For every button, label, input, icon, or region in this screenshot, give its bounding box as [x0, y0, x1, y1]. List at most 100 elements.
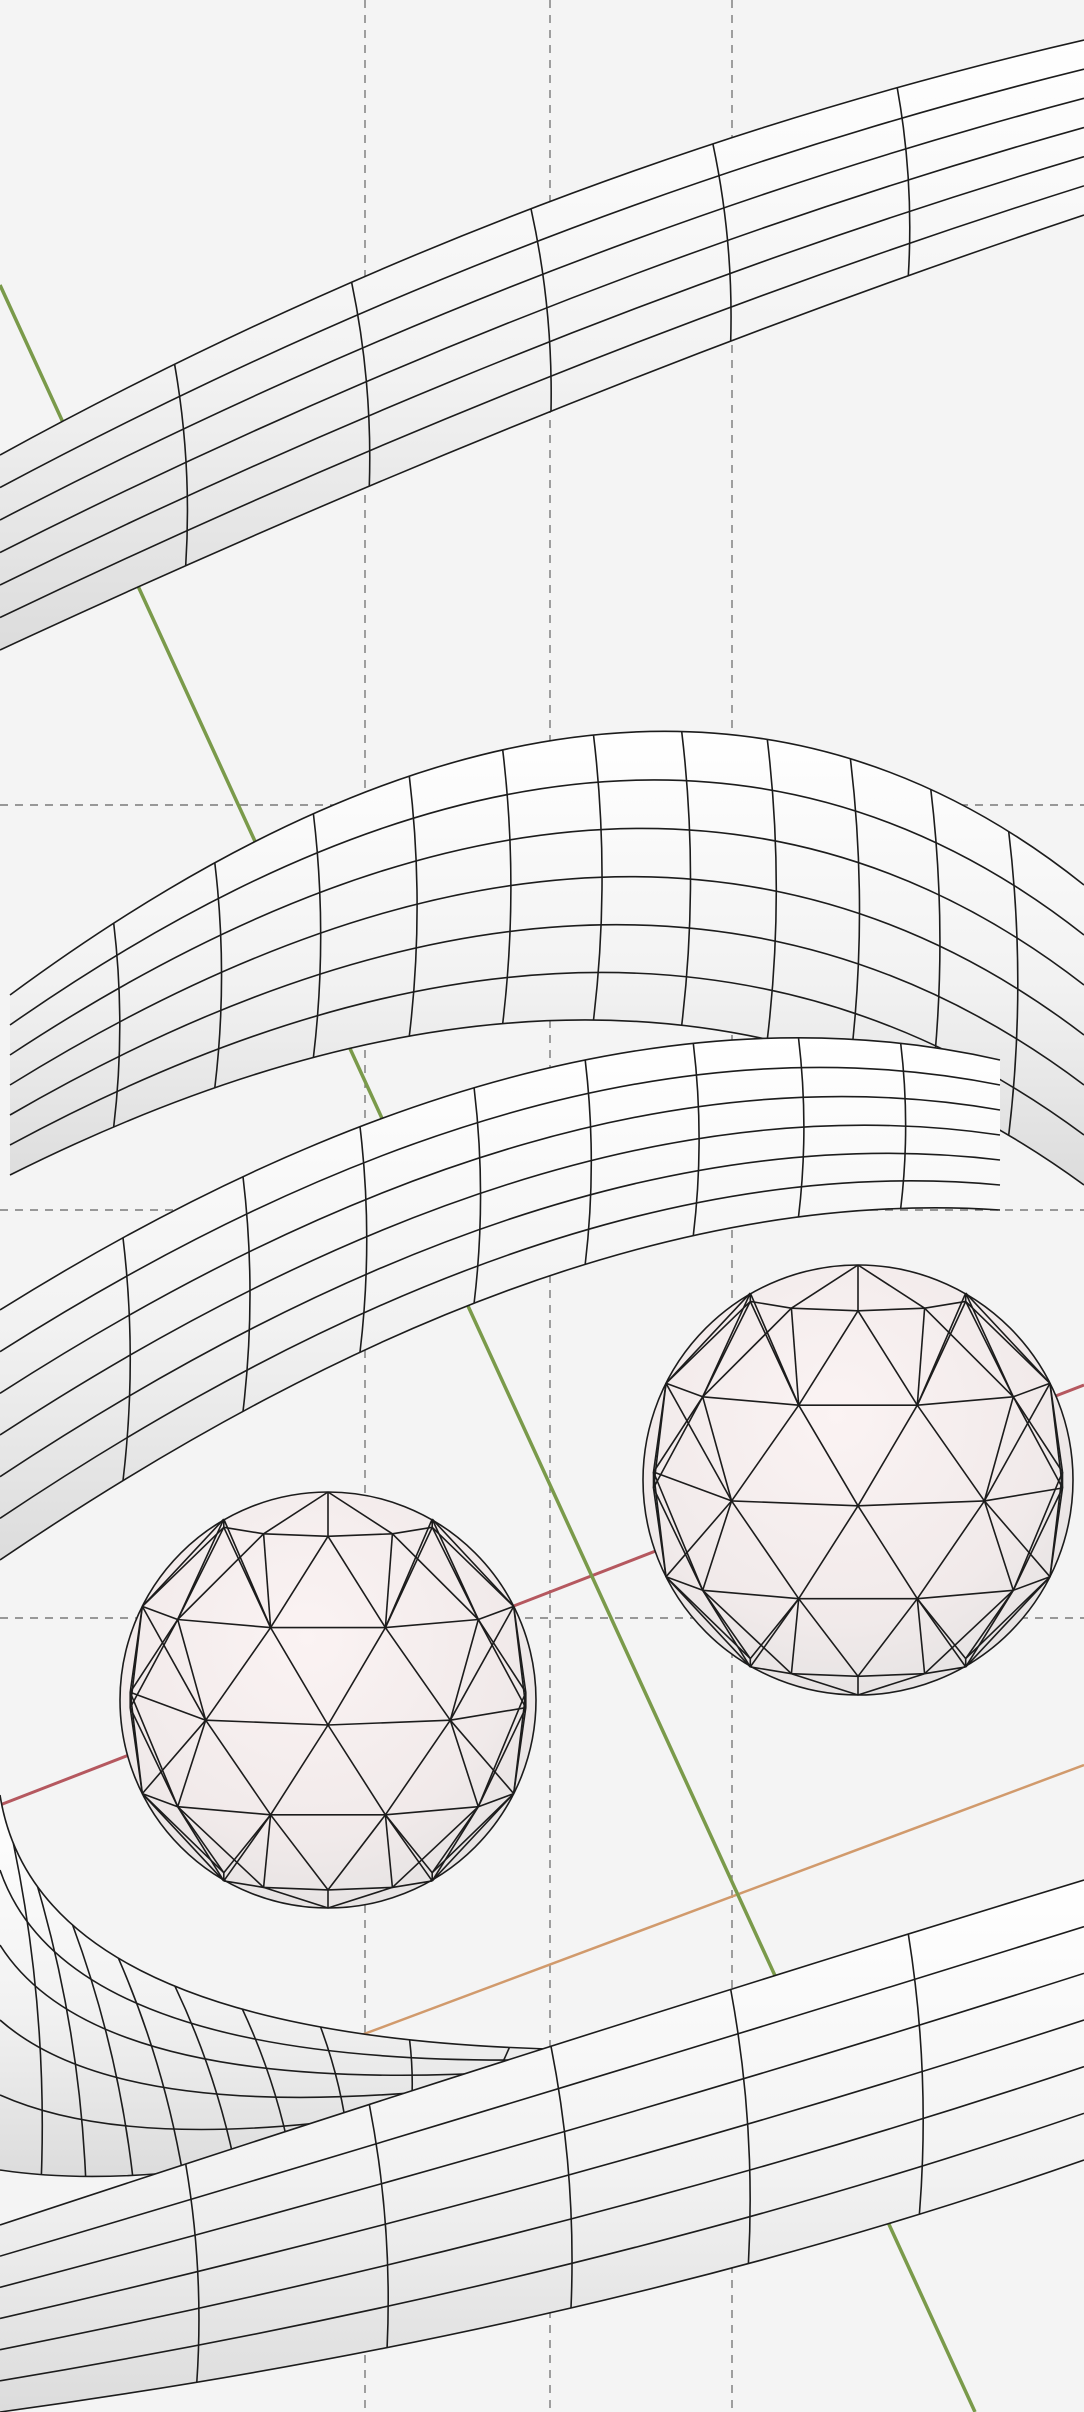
sphere-edge — [129, 1619, 179, 1693]
tube-ring — [173, 364, 189, 566]
sphere-edge — [965, 1576, 1051, 1668]
sphere-edge — [327, 1719, 451, 1726]
sphere-edge — [129, 1692, 144, 1794]
sphere-edge — [701, 1396, 733, 1502]
sphere-edge — [798, 1310, 859, 1406]
sphere-edge — [327, 1627, 387, 1726]
tube-edge-loop — [0, 97, 1084, 521]
tube-ring — [592, 734, 603, 1021]
sphere-edge — [749, 1598, 800, 1660]
sphere-edge — [384, 1518, 433, 1628]
sphere-edge — [652, 1383, 667, 1473]
sphere-edge — [916, 1598, 967, 1668]
sphere-edge — [798, 1505, 859, 1600]
tube-edge-loop — [0, 39, 1084, 456]
sphere-edge — [327, 1886, 393, 1909]
sphere-edge — [431, 1518, 480, 1620]
tube-ring — [359, 1126, 368, 1353]
sphere-edge — [702, 1589, 799, 1600]
tube-ring — [680, 731, 692, 1026]
sphere-edge — [916, 1598, 967, 1660]
sphere-edge — [449, 1719, 515, 1795]
sphere-edge — [512, 1692, 527, 1794]
tube-ring — [899, 1043, 907, 1209]
sphere-edge — [1049, 1471, 1064, 1577]
sphere-edge — [749, 1301, 800, 1406]
sphere-edge — [205, 1719, 272, 1816]
sphere-edge — [477, 1707, 527, 1808]
sphere-edge — [652, 1487, 704, 1591]
sphere-edge — [141, 1518, 225, 1607]
sphere-edge — [750, 1666, 792, 1675]
sphere-edge — [512, 1606, 527, 1693]
icosphere-right[interactable] — [642, 1264, 1074, 1696]
sphere-edge — [983, 1500, 1015, 1591]
sphere-edge — [141, 1719, 207, 1795]
sphere-edge — [327, 1491, 393, 1535]
tube-edge-loop — [0, 2019, 1084, 2320]
sphere-edge — [477, 1691, 527, 1808]
tube-edge-loop — [0, 185, 1084, 619]
sphere-edge — [924, 1307, 1014, 1398]
icosphere-left[interactable] — [119, 1491, 537, 1909]
sphere-edge — [665, 1576, 751, 1668]
sphere-edge — [449, 1619, 480, 1721]
torus-upper[interactable] — [0, 39, 1084, 651]
sphere-edge — [917, 1396, 1014, 1406]
sphere-edge — [983, 1396, 1015, 1502]
sphere-edge — [384, 1814, 433, 1874]
sphere-edge — [384, 1814, 394, 1888]
sphere-edge — [327, 1724, 387, 1816]
sphere-edge — [652, 1396, 704, 1473]
sphere-edge — [790, 1308, 800, 1406]
tube-ring — [112, 923, 121, 1127]
sphere-edge — [798, 1404, 859, 1507]
tube-edge-loop — [0, 1095, 1001, 1395]
sphere-edge — [142, 1605, 178, 1621]
sphere-edge — [142, 1792, 178, 1808]
sphere-edge — [798, 1598, 859, 1677]
sphere-edge — [223, 1526, 264, 1535]
sphere-edge — [791, 1307, 859, 1312]
sphere-edge — [857, 1505, 918, 1600]
sphere-edge — [129, 1619, 179, 1709]
tube-edge-loop — [0, 1124, 1001, 1436]
sphere-edge — [916, 1598, 926, 1674]
sphere-edge — [384, 1719, 451, 1816]
tube-ring — [473, 1087, 482, 1304]
tube-ring — [312, 813, 322, 1058]
sphere-edge — [924, 1300, 966, 1309]
sphere-edge — [916, 1500, 986, 1600]
sphere-edge — [983, 1382, 1051, 1502]
sphere-edge — [791, 1672, 859, 1696]
tube-edge-loop — [0, 1972, 1084, 2289]
sphere-edge — [984, 1487, 1063, 1502]
sphere-edge — [965, 1300, 1051, 1384]
sphere-edge — [857, 1672, 925, 1678]
torus-lower[interactable] — [0, 1879, 1084, 2412]
tube-ring — [71, 1924, 134, 2176]
tube-ring — [36, 1886, 87, 2177]
tube-ring — [368, 2104, 390, 2348]
sphere-edge — [392, 1526, 433, 1535]
tube-ring — [692, 1043, 700, 1236]
torus-middle[interactable] — [0, 730, 1084, 2178]
tube-edge-loop — [0, 1944, 589, 2076]
sphere-edge — [263, 1886, 329, 1909]
sphere-edge — [449, 1606, 515, 1721]
sphere-edge — [916, 1292, 967, 1406]
tube-ring — [729, 1989, 751, 2264]
sphere-edge — [1012, 1471, 1064, 1591]
sphere-edge — [477, 1619, 527, 1709]
sphere-edge — [129, 1606, 144, 1693]
sphere-edge — [327, 1535, 387, 1629]
tube-edge-loop — [0, 155, 1084, 586]
sphere-edge — [917, 1589, 1014, 1600]
tube-ring — [122, 1237, 132, 1481]
tube-edge-loop — [9, 875, 1084, 1086]
tube-edge-loop — [0, 1066, 1001, 1353]
sphere-edge — [964, 1292, 1015, 1398]
tube-surface — [0, 1037, 1000, 1560]
